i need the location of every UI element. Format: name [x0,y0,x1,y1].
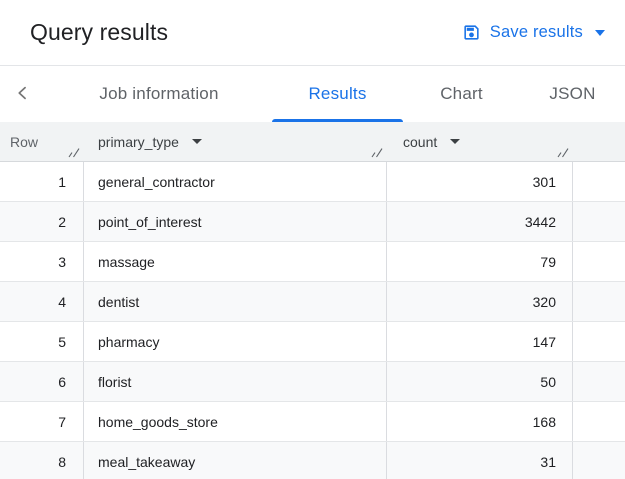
tab-chart[interactable]: Chart [403,66,520,122]
column-label: primary_type [98,133,179,150]
count-cell: 50 [387,362,573,401]
save-icon [462,23,481,42]
table-row: 6 florist 50 [0,362,625,402]
row-number-cell: 6 [0,362,84,401]
column-menu-caret-icon[interactable] [450,139,461,144]
header-filler [573,122,625,161]
column-resize-handle[interactable] [371,147,383,158]
tab-label: JSON [549,84,596,103]
column-label: Row [10,133,39,150]
row-filler [573,442,625,479]
table-row: 7 home_goods_store 168 [0,402,625,442]
row-filler [573,162,625,201]
table-row: 5 pharmacy 147 [0,322,625,362]
primary-type-cell: meal_takeaway [84,442,387,479]
row-filler [573,402,625,441]
page-title: Query results [30,19,169,45]
primary-type-cell: point_of_interest [84,202,387,241]
row-number-cell: 7 [0,402,84,441]
table-row: 2 point_of_interest 3442 [0,202,625,242]
count-cell: 31 [387,442,573,479]
primary-type-cell: general_contractor [84,162,387,201]
row-number-cell: 2 [0,202,84,241]
chevron-left-icon [13,83,33,106]
count-cell: 168 [387,402,573,441]
primary-type-cell: dentist [84,282,387,321]
tab-json[interactable]: JSON [520,66,625,122]
save-results-label: Save results [489,23,583,41]
count-cell: 147 [387,322,573,361]
table-row: 1 general_contractor 301 [0,162,625,202]
results-table: Row primary_type count [0,122,625,479]
row-number-cell: 1 [0,162,84,201]
column-menu-caret-icon[interactable] [191,139,202,144]
column-header-row: Row [0,122,84,161]
count-cell: 79 [387,242,573,281]
tab-job-information[interactable]: Job information [46,66,272,122]
table-header-row: Row primary_type count [0,122,625,162]
tabs-back-button[interactable] [0,66,46,122]
column-resize-handle[interactable] [557,147,569,158]
count-cell: 3442 [387,202,573,241]
row-number-cell: 5 [0,322,84,361]
row-filler [573,362,625,401]
column-label: count [403,133,438,150]
tab-results[interactable]: Results [272,66,403,122]
tab-bar: Job information Results Chart JSON [0,66,625,122]
column-header-count: count [387,122,573,161]
tab-label: Job information [99,84,219,103]
save-results-button[interactable]: Save results [460,19,607,46]
count-cell: 301 [387,162,573,201]
count-cell: 320 [387,282,573,321]
primary-type-cell: florist [84,362,387,401]
row-number-cell: 3 [0,242,84,281]
table-row: 8 meal_takeaway 31 [0,442,625,479]
row-number-cell: 4 [0,282,84,321]
primary-type-cell: pharmacy [84,322,387,361]
table-body: 1 general_contractor 301 2 point_of_inte… [0,162,625,479]
row-filler [573,322,625,361]
caret-down-icon [595,29,605,36]
row-filler [573,282,625,321]
tab-label: Chart [440,84,483,103]
table-row: 3 massage 79 [0,242,625,282]
table-row: 4 dentist 320 [0,282,625,322]
row-filler [573,202,625,241]
column-resize-handle[interactable] [68,147,80,158]
primary-type-cell: massage [84,242,387,281]
topbar: Query results Save results [0,0,625,66]
tab-label: Results [308,84,367,103]
row-filler [573,242,625,281]
active-tab-underline [272,119,403,122]
column-header-primary-type: primary_type [84,122,387,161]
primary-type-cell: home_goods_store [84,402,387,441]
row-number-cell: 8 [0,442,84,479]
